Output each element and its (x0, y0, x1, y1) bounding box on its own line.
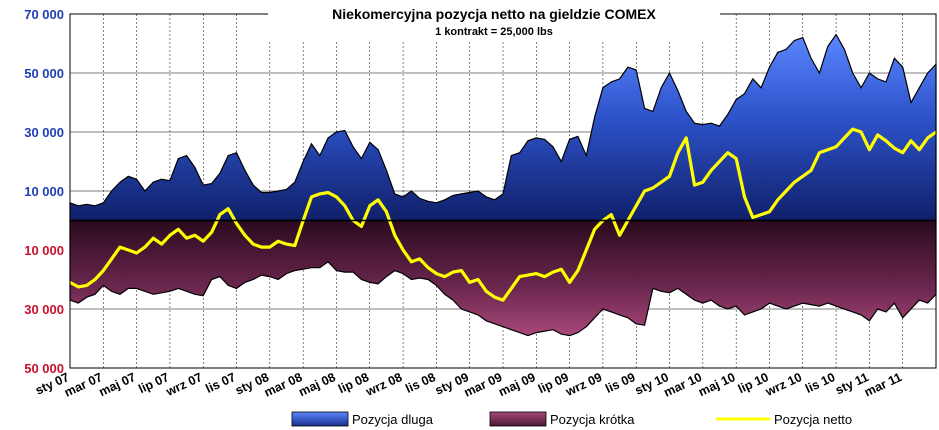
legend-label-net: Pozycja netto (774, 412, 852, 427)
x-tick-label: lis 09 (603, 370, 637, 396)
x-tick-label: maj 10 (696, 370, 737, 399)
x-tick-label: mar 11 (862, 370, 904, 399)
y-tick-label: 70 000 (24, 7, 64, 22)
legend-label-short: Pozycja krótka (550, 412, 635, 427)
legend-swatch-long (291, 411, 349, 427)
y-tick-label: 30 000 (24, 125, 64, 140)
x-tick-label: wrz 10 (763, 370, 805, 399)
legend: Pozycja dluga Pozycja krótka Pozycja net… (291, 411, 852, 427)
series-area-long (69, 33, 937, 222)
y-axis-ticks: 70 000 50 000 30 000 10 000 10 000 30 000 50 0… (24, 7, 64, 376)
series-net-line (69, 127, 937, 302)
y-tick-label: 50 000 (24, 66, 64, 81)
x-tick-label: maj 07 (97, 370, 138, 399)
x-tick-label: maj 08 (297, 370, 338, 399)
legend-swatch-short (489, 411, 547, 427)
series-area-short (69, 219, 937, 337)
y-tick-label: 10 000 (24, 184, 64, 199)
series-areas (69, 33, 937, 337)
title-box (268, 2, 720, 42)
x-tick-label: lis 08 (403, 370, 437, 396)
x-tick-label: wrz 08 (363, 370, 405, 399)
chart-subtitle: 1 kontrakt = 25,000 lbs (435, 26, 553, 38)
y-tick-label: 30 000 (24, 302, 64, 317)
x-tick-label: maj 09 (496, 370, 537, 399)
x-tick-label: wrz 09 (563, 370, 605, 399)
chart-title: Niekomercyjna pozycja netto na gieldzie … (332, 6, 656, 22)
x-tick-label: wrz 07 (163, 370, 205, 399)
series-line-net (69, 127, 937, 302)
x-tick-label: lis 07 (204, 370, 238, 396)
x-tick-label: lis 10 (803, 370, 837, 396)
y-tick-label: 50 000 (24, 361, 64, 376)
legend-label-long: Pozycja dluga (352, 412, 434, 427)
y-tick-label: 10 000 (24, 243, 64, 258)
